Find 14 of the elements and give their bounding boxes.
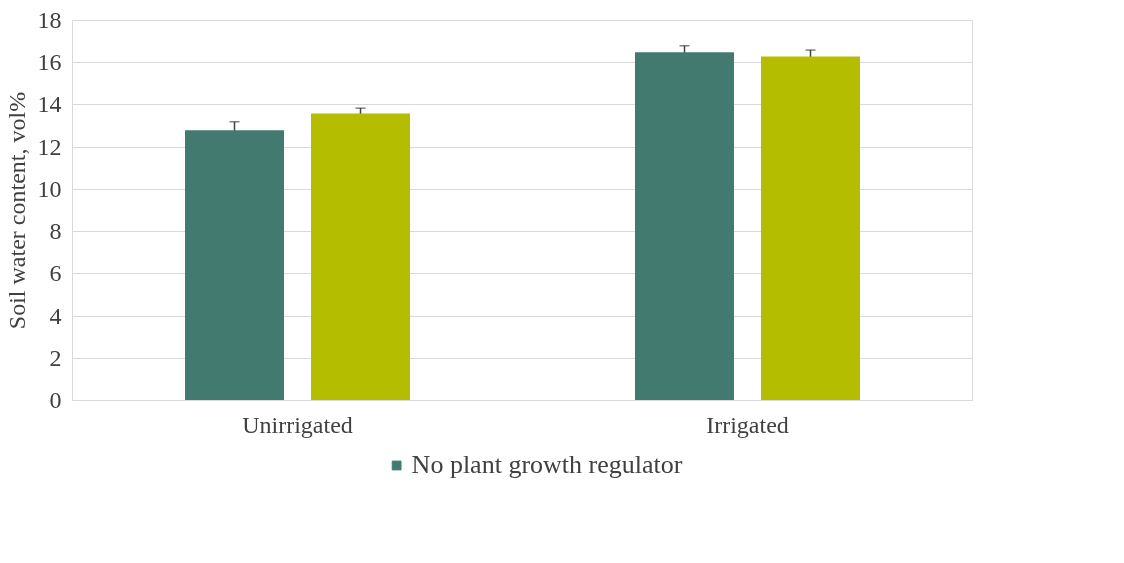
legend-label: No plant growth regulator <box>411 450 683 480</box>
y-tick-label: 2 <box>49 344 62 371</box>
y-tick-label: 4 <box>49 302 62 329</box>
x-tick-label: Irrigated <box>706 411 789 438</box>
y-axis-title: Soil water content, vol% <box>3 91 30 330</box>
y-tick-label: 8 <box>49 218 62 245</box>
x-tick-label: Unirrigated <box>242 411 353 438</box>
y-tick-label: 12 <box>37 133 62 160</box>
y-tick-label: 16 <box>37 49 62 76</box>
y-tick-label: 18 <box>37 7 62 33</box>
y-tick-label: 14 <box>37 91 62 118</box>
y-tick-label: 6 <box>49 260 62 287</box>
y-tick-label: 10 <box>37 175 62 202</box>
y-tick-label: 0 <box>49 387 62 413</box>
